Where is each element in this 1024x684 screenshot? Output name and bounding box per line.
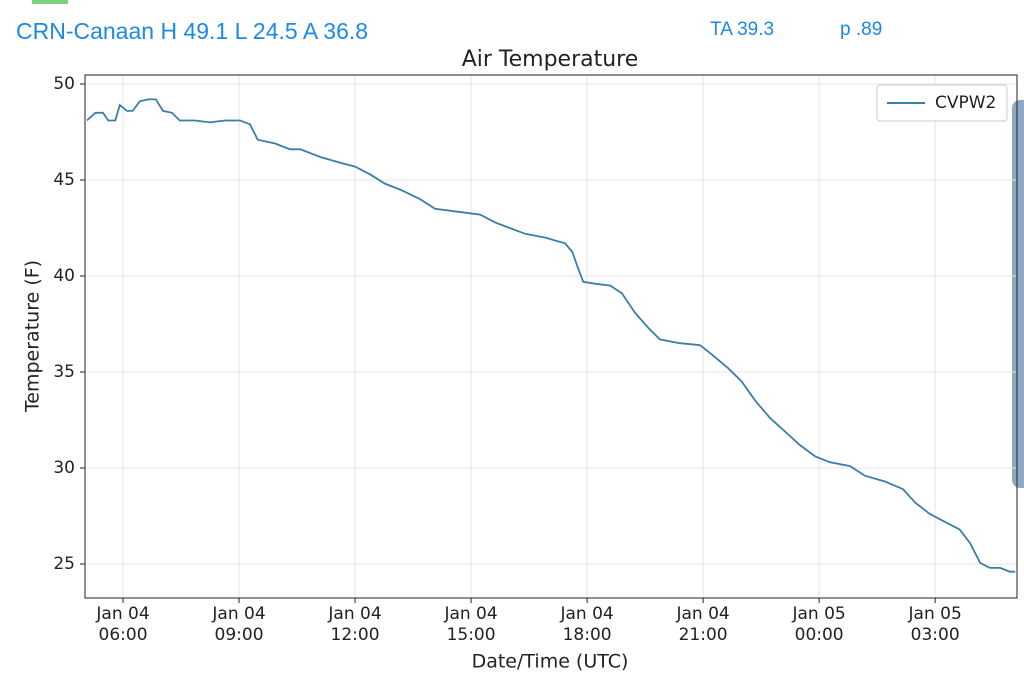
x-tick-label: Jan 04 18:00 bbox=[560, 604, 614, 645]
x-tick-label: Jan 05 00:00 bbox=[792, 604, 846, 645]
x-tick-label: Jan 04 09:00 bbox=[212, 604, 266, 645]
ta-value: TA 39.3 bbox=[710, 19, 775, 40]
p-value: p .89 bbox=[840, 19, 883, 40]
y-tick-label: 50 bbox=[53, 74, 75, 94]
scrollbar[interactable] bbox=[1012, 100, 1024, 488]
data-line bbox=[86, 98, 1016, 573]
y-axis-label: Temperature (F) bbox=[22, 260, 44, 413]
legend-box bbox=[876, 84, 1008, 122]
y-tick-label: 35 bbox=[53, 362, 75, 382]
x-axis-label: Date/Time (UTC) bbox=[472, 651, 629, 673]
x-tick-label: Jan 05 03:00 bbox=[908, 604, 962, 645]
x-tick-label: Jan 04 15:00 bbox=[444, 604, 498, 645]
status-accent bbox=[32, 0, 68, 4]
legend-label: CVPW2 bbox=[935, 93, 996, 113]
y-tick-label: 30 bbox=[53, 458, 75, 478]
y-tick-label: 45 bbox=[53, 170, 75, 190]
plot-frame bbox=[84, 74, 1018, 599]
y-tick-label: 40 bbox=[53, 266, 75, 286]
x-tick-label: Jan 04 12:00 bbox=[328, 604, 382, 645]
y-tick-label: 25 bbox=[53, 554, 75, 574]
chart-title: Air Temperature bbox=[462, 47, 639, 72]
legend: CVPW2 bbox=[876, 84, 1008, 122]
x-tick-label: Jan 04 06:00 bbox=[96, 604, 150, 645]
x-tick-label: Jan 04 21:00 bbox=[676, 604, 730, 645]
station-summary: CRN-Canaan H 49.1 L 24.5 A 36.8 bbox=[16, 18, 369, 44]
